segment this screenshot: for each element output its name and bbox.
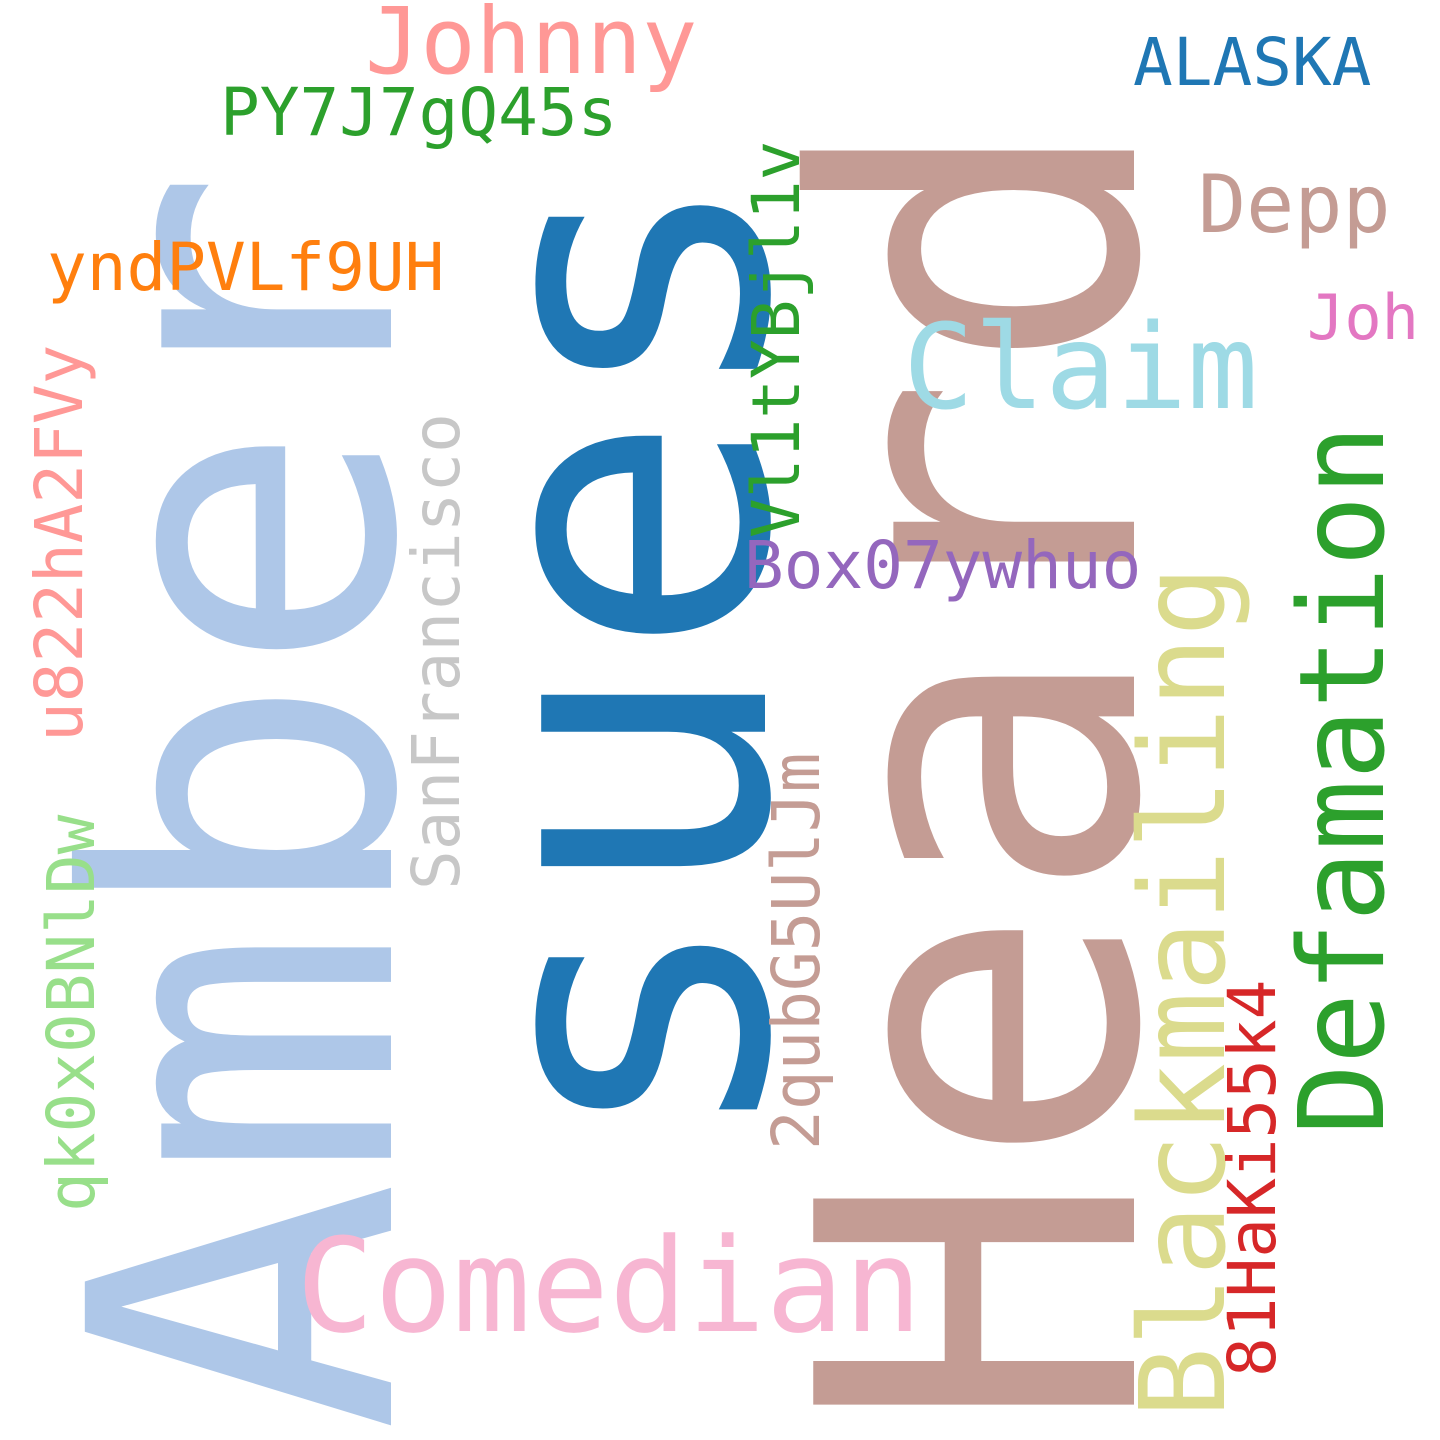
word-comedian: Comedian <box>296 1210 923 1362</box>
word-py7j7gq45s: PY7J7gQ45s <box>220 74 618 151</box>
word-vl1tybjl1v: Vl1tYBjl1v <box>738 140 815 538</box>
word-depp: Depp <box>1198 158 1391 251</box>
word-johnny: Johnny <box>365 0 698 95</box>
word-yndpvlf9uh: yndPVLf9UH <box>47 229 445 306</box>
word-qk0x0bnldw: qk0x0BNlDw <box>33 814 110 1212</box>
word-defamation: Defamation <box>1273 424 1411 1135</box>
word-claim: Claim <box>903 298 1259 436</box>
word-u822ha2fvy: u822hA2FVy <box>21 344 98 742</box>
word-2qubg5uljm: 2qubG5UlJm <box>758 752 835 1150</box>
word-alaska: ALASKA <box>1133 24 1372 101</box>
word-box07ywhuo: Box07ywhuo <box>744 527 1142 604</box>
word-81haki55k4: 81HaKi55k4 <box>1214 979 1291 1377</box>
word-joh: Joh <box>1307 281 1419 354</box>
word-sanfrancisco: SanFrancisco <box>398 413 475 890</box>
